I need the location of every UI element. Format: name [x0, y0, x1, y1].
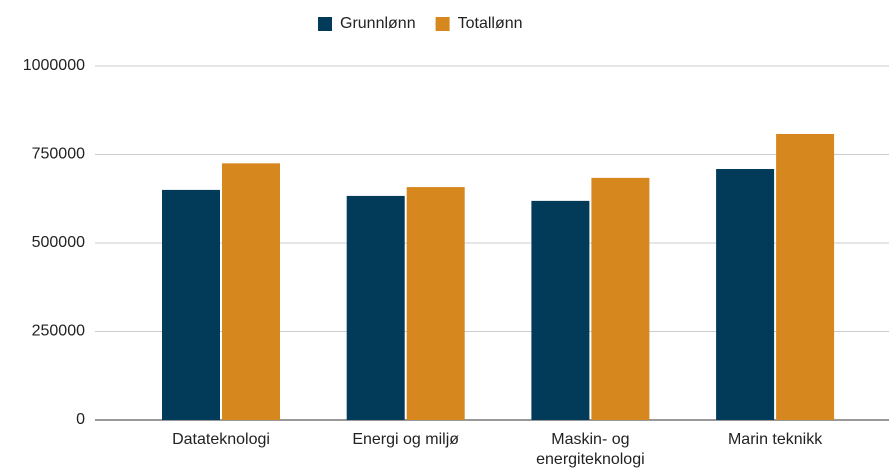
y-tick-label: 1000000: [23, 57, 85, 74]
legend-label: Totallønn: [458, 15, 523, 32]
x-tick-label: Energi og miljø: [352, 431, 460, 448]
bar: [346, 195, 405, 420]
y-tick-label: 0: [76, 411, 85, 428]
legend-swatch: [435, 17, 450, 31]
y-tick-label: 250000: [32, 323, 85, 340]
x-tick-label: Maskin- og energiteknologi: [536, 431, 645, 468]
legend-label: Grunnlønn: [340, 15, 416, 32]
x-tick-label: Marin teknikk: [727, 431, 823, 448]
y-tick-label: 750000: [32, 146, 85, 163]
bar: [776, 133, 835, 420]
bar: [162, 189, 220, 420]
legend-swatch: [318, 17, 332, 31]
bar: [716, 169, 775, 420]
bar: [406, 187, 465, 420]
bar: [591, 177, 650, 420]
bar: [531, 200, 590, 420]
x-tick-label: Datateknologi: [172, 431, 270, 448]
bar: [222, 163, 280, 420]
y-tick-label: 500000: [32, 234, 85, 251]
